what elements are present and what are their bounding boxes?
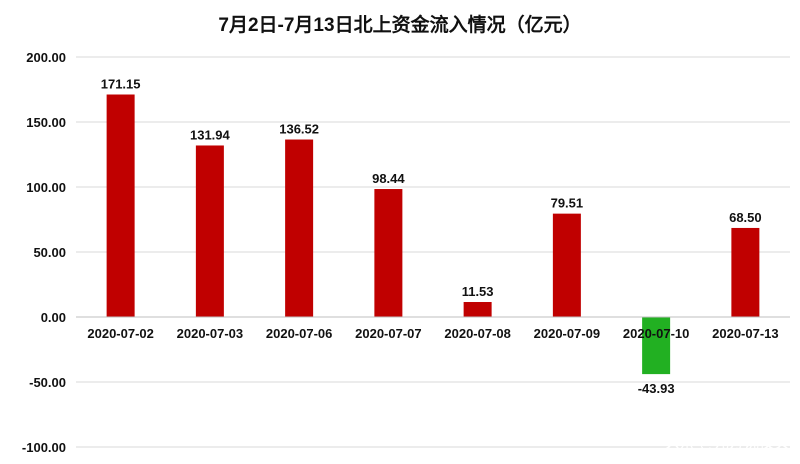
y-tick-label: 100.00 [26,180,66,195]
bar-2020-07-13 [731,227,760,317]
bar-2020-07-10 [642,317,671,375]
data-label: 79.51 [551,196,584,211]
x-category-label: 2020-07-09 [534,326,601,341]
x-category-label: 2020-07-06 [266,326,333,341]
gridlines [76,56,790,448]
chart-title: 7月2日-7月13日北上资金流入情况（亿元） [218,13,581,36]
x-category-label: 2020-07-07 [355,326,422,341]
bar-2020-07-03 [195,145,224,317]
bar-2020-07-06 [285,139,314,317]
y-axis-tick-labels: 200.00 150.00 100.00 50.00 0.00 -50.00 -100.00 [22,50,66,455]
bar-2020-07-08 [463,302,492,317]
bars [106,94,760,375]
y-tick-label: 50.00 [33,245,66,260]
data-label: 98.44 [372,171,405,186]
y-tick-label: 200.00 [26,50,66,65]
x-category-label: 2020-07-02 [87,326,154,341]
bar-2020-07-07 [374,189,403,317]
x-axis-category-labels: 2020-07-02 2020-07-03 2020-07-06 2020-07-07… [87,326,778,341]
x-category-label: 2020-07-10 [623,326,690,341]
x-category-label: 2020-07-13 [712,326,779,341]
data-label: 131.94 [190,127,231,142]
bar-2020-07-09 [552,213,581,317]
data-labels: 171.15 131.94 136.52 98.44 11.53 79.51 -43.93 6… [101,77,762,397]
data-label: 136.52 [279,122,319,137]
y-tick-label: -50.00 [29,375,66,390]
data-label: 171.15 [101,77,141,92]
y-tick-label: -100.00 [22,440,66,455]
data-label: -43.93 [638,381,675,396]
y-tick-label: 150.00 [26,115,66,130]
watermark-text: 头条 @元芳说投资 [665,434,789,451]
data-label: 11.53 [462,284,494,299]
x-category-label: 2020-07-08 [444,326,511,341]
y-tick-label: 0.00 [41,310,66,325]
data-label: 68.50 [729,210,762,225]
bar-2020-07-02 [106,94,135,317]
x-category-label: 2020-07-03 [177,326,244,341]
